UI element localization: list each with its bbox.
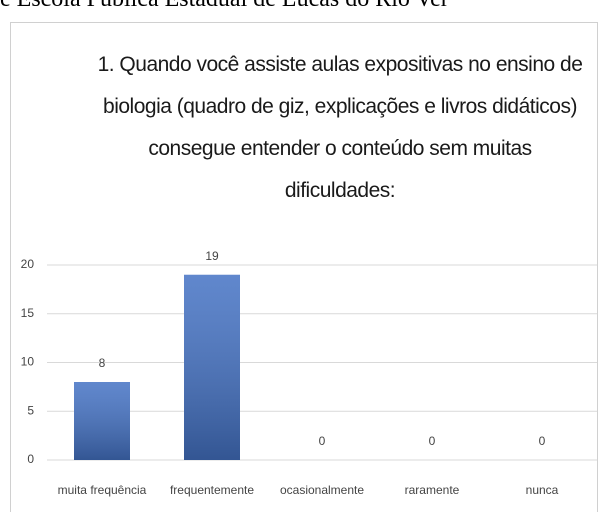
x-tick-label: frequentemente	[170, 483, 254, 497]
data-label: 0	[429, 434, 436, 448]
x-tick-label: ocasionalmente	[280, 483, 364, 497]
chart-title: 1. Quando você assiste aulas expositivas…	[97, 53, 583, 202]
bar-shade	[74, 382, 130, 460]
data-label: 8	[99, 356, 106, 370]
header-text: e Escola Pública Estadual de Lucas do Ri…	[0, 0, 605, 13]
chart-frame	[10, 22, 598, 512]
data-label: 0	[319, 434, 326, 448]
y-tick-label: 15	[21, 306, 35, 320]
x-tick-label: nunca	[526, 483, 559, 497]
y-tick-label: 20	[21, 257, 35, 271]
bar-shade	[184, 274, 240, 460]
data-label: 0	[539, 434, 546, 448]
y-tick-label: 0	[27, 452, 34, 466]
x-tick-label: muita frequência	[58, 483, 147, 497]
data-label: 19	[205, 249, 219, 263]
y-tick-label: 5	[27, 403, 34, 417]
x-tick-label: raramente	[405, 483, 460, 497]
y-tick-label: 10	[21, 355, 35, 369]
